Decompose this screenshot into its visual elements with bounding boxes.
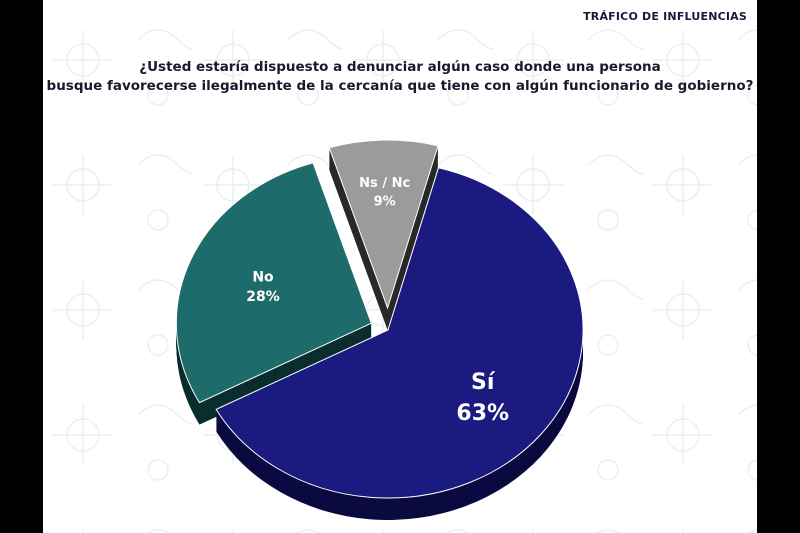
slice-label: Ns / Nc: [359, 176, 410, 191]
slice-value-label: 9%: [374, 194, 396, 209]
survey-question: ¿Usted estaría dispuesto a denunciar alg…: [43, 58, 757, 96]
slice-value-label: 28%: [246, 289, 280, 305]
pie-slice-2: [175, 162, 372, 404]
slice-label: No: [252, 270, 274, 286]
slide: TRÁFICO DE INFLUENCIAS ¿Usted estaría di…: [43, 0, 757, 533]
question-line-1: ¿Usted estaría dispuesto a denunciar alg…: [139, 59, 661, 75]
slide-header: TRÁFICO DE INFLUENCIAS: [583, 10, 747, 23]
pie-slice-1: [215, 167, 584, 499]
slice-value-label: 63%: [456, 401, 509, 426]
question-line-2: busque favorecerse ilegalmente de la cer…: [46, 78, 754, 94]
pie-chart: Sí 63% No 28% Ns / Nc 9%: [175, 139, 584, 520]
pie-slice-3: [328, 139, 439, 310]
slice-label: Sí: [471, 370, 496, 395]
